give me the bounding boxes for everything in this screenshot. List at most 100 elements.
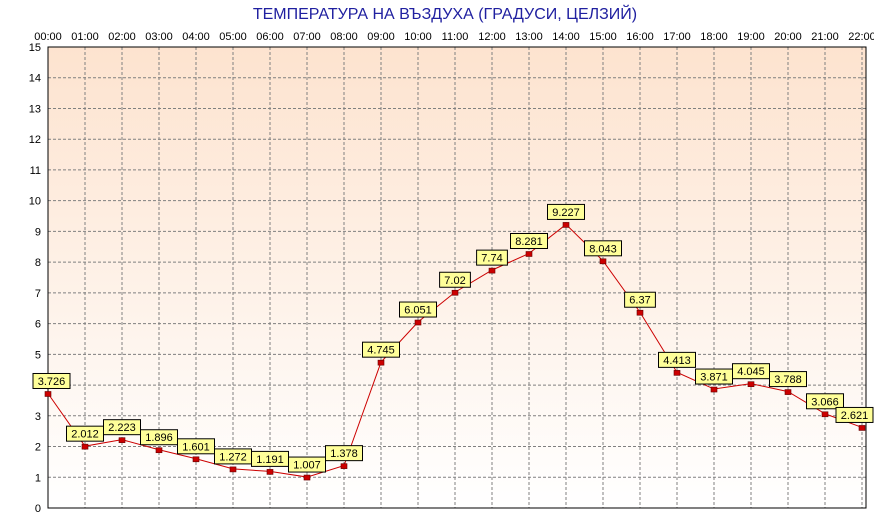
data-point-marker <box>81 443 89 450</box>
data-labels: 3.726 2.012 2.223 1.896 1.601 1.272 1.191 1.007… <box>32 203 874 473</box>
data-point-marker <box>747 381 755 387</box>
data-label-box <box>177 438 215 455</box>
data-point-marker <box>488 267 496 274</box>
data-point-marker <box>821 411 829 418</box>
x-tick-label: 05:00 <box>219 31 247 43</box>
y-tick-label: 7 <box>35 288 41 300</box>
data-point-marker <box>673 370 681 376</box>
y-tick-label: 14 <box>29 73 41 85</box>
data-label-box <box>362 341 400 358</box>
data-point-marker <box>636 309 644 316</box>
x-axis-ticks: 00:00 01:00 02:00 03:00 04:00 05:00 06:00 07:00… <box>34 31 874 43</box>
plot-border <box>47 46 867 509</box>
data-label-box <box>658 351 696 368</box>
data-label-box <box>288 456 326 473</box>
data-label: 7.74 <box>481 253 502 265</box>
data-point-marker <box>155 447 163 454</box>
x-tick-label: 12:00 <box>478 31 506 43</box>
data-label-box <box>140 429 178 446</box>
data-point-marker <box>303 474 311 481</box>
data-point-marker <box>710 386 718 393</box>
data-label: 4.413 <box>663 355 691 367</box>
x-tick-label: 16:00 <box>626 31 654 43</box>
data-label: 4.745 <box>367 345 395 357</box>
data-markers <box>44 222 866 481</box>
x-tick-label: 06:00 <box>256 31 284 43</box>
data-label: 4.045 <box>737 366 765 378</box>
data-label-box <box>624 291 656 308</box>
data-point-marker <box>784 389 792 395</box>
x-tick-label: 10:00 <box>404 31 432 43</box>
data-label: 1.007 <box>293 460 321 472</box>
data-label-box <box>806 393 844 410</box>
data-label: 2.223 <box>108 422 136 434</box>
data-label-box <box>835 406 874 423</box>
y-tick-label: 1 <box>35 472 41 484</box>
data-point-marker <box>266 469 274 475</box>
y-tick-label: 2 <box>35 442 41 454</box>
data-label: 1.896 <box>145 432 173 444</box>
y-tick-label: 15 <box>29 42 41 54</box>
y-tick-label: 9 <box>35 226 41 238</box>
y-tick-label: 6 <box>35 319 41 331</box>
data-point-marker <box>451 289 459 296</box>
x-tick-label: 22:00 <box>848 31 874 43</box>
data-label-box <box>584 240 622 257</box>
grid-lines <box>48 47 866 508</box>
data-point-marker <box>192 456 200 463</box>
x-tick-label: 07:00 <box>293 31 321 43</box>
y-tick-label: 11 <box>30 165 41 177</box>
data-point-marker <box>229 466 237 473</box>
y-tick-label: 0 <box>35 503 41 515</box>
data-label: 1.378 <box>330 448 358 460</box>
data-label-box <box>325 445 363 462</box>
x-tick-label: 14:00 <box>552 31 580 43</box>
y-axis-ticks: 0123456789101112131415 <box>29 42 41 515</box>
data-label: 2.012 <box>71 429 99 441</box>
data-label-box <box>769 371 807 388</box>
data-label: 6.051 <box>404 305 432 317</box>
data-label: 6.37 <box>629 295 650 307</box>
x-tick-label: 09:00 <box>367 31 395 43</box>
data-label-box <box>399 301 437 318</box>
x-tick-label: 15:00 <box>589 31 617 43</box>
x-tick-label: 17:00 <box>663 31 691 43</box>
data-point-marker <box>118 437 126 443</box>
data-point-marker <box>525 251 533 257</box>
x-tick-label: 08:00 <box>330 31 358 43</box>
x-tick-label: 04:00 <box>182 31 210 43</box>
data-label-box <box>32 372 71 389</box>
x-tick-label: 02:00 <box>108 31 136 43</box>
data-label: 8.043 <box>589 243 617 255</box>
x-tick-label: 21:00 <box>811 31 839 43</box>
data-label-box <box>547 203 585 220</box>
x-tick-label: 11:00 <box>442 31 469 43</box>
data-label: 9.227 <box>552 207 580 219</box>
data-label: 3.788 <box>774 374 802 386</box>
x-tick-label: 00:00 <box>34 31 62 43</box>
data-label-box <box>476 249 508 266</box>
data-point-marker <box>340 463 348 469</box>
data-label-box <box>439 271 471 288</box>
y-tick-label: 12 <box>29 134 41 146</box>
data-point-marker <box>44 391 52 397</box>
y-tick-label: 13 <box>29 103 41 115</box>
x-tick-label: 03:00 <box>145 31 173 43</box>
x-tick-label: 19:00 <box>737 31 765 43</box>
data-label: 1.601 <box>182 441 210 453</box>
x-tick-label: 20:00 <box>774 31 802 43</box>
x-tick-label: 01:00 <box>71 31 99 43</box>
y-tick-label: 5 <box>35 349 41 361</box>
data-label: 3.871 <box>700 372 728 384</box>
y-tick-label: 10 <box>29 196 41 208</box>
data-label: 8.281 <box>515 236 543 248</box>
x-tick-label: 18:00 <box>700 31 728 43</box>
data-point-marker <box>562 222 570 228</box>
y-tick-label: 3 <box>35 411 41 423</box>
y-tick-label: 8 <box>35 257 41 269</box>
data-label: 2.621 <box>841 410 869 422</box>
data-label: 1.191 <box>256 454 284 466</box>
chart-title: ТЕМПЕРАТУРА НА ВЪЗДУХА (ГРАДУСИ, ЦЕЛЗИЙ) <box>253 4 637 23</box>
data-label: 3.726 <box>38 376 66 388</box>
